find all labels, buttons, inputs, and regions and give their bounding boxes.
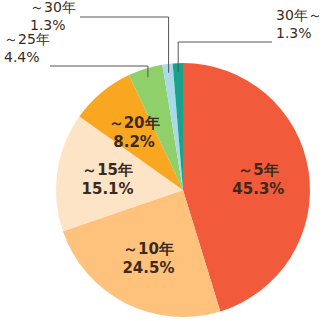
svg-text:～15年15.1%: ～15年15.1% — [82, 161, 134, 198]
svg-text:～10年24.5%: ～10年24.5% — [122, 240, 174, 277]
svg-text:30年～1.3%: 30年～1.3% — [276, 7, 322, 41]
svg-text:～30年1.3%: ～30年1.3% — [30, 0, 76, 33]
svg-text:～25年4.4%: ～25年4.4% — [8, 31, 50, 65]
svg-text:～20年8.2%: ～20年8.2% — [109, 114, 160, 151]
svg-text:～5年45.3%: ～5年45.3% — [232, 161, 284, 198]
